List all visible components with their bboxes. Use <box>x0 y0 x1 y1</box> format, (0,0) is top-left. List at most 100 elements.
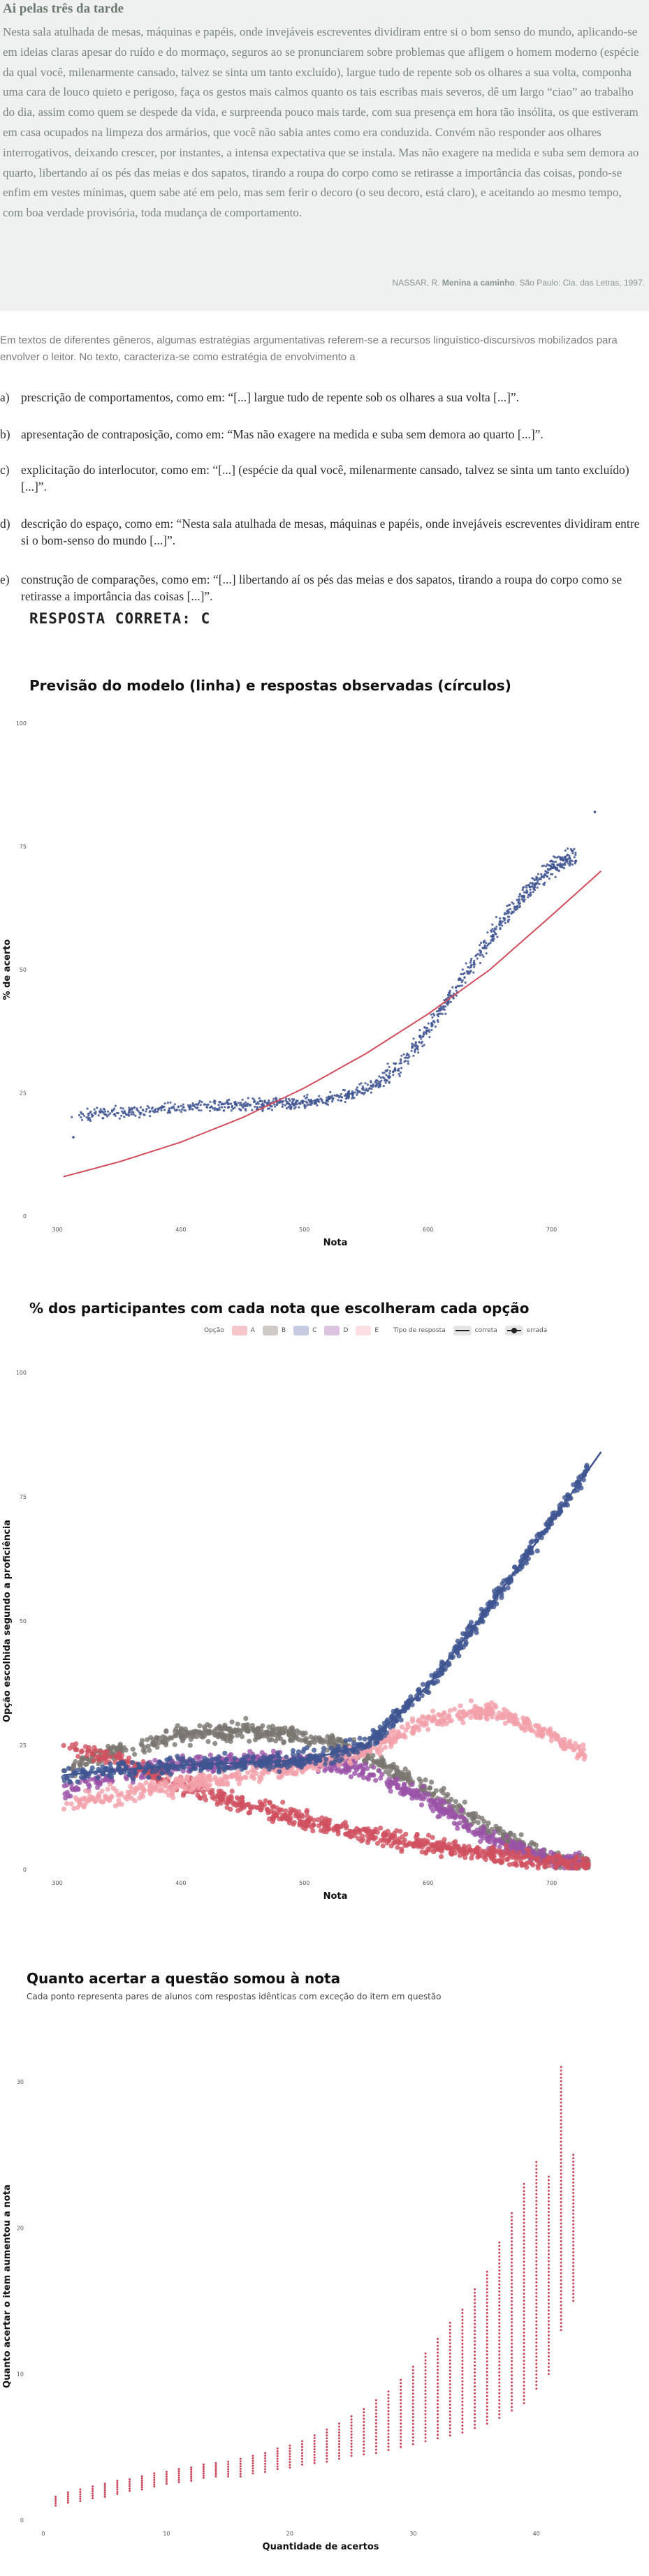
series-a-point <box>279 1816 285 1822</box>
diff-point <box>301 2440 303 2443</box>
series-c-point <box>435 1678 441 1684</box>
text-body: Nesta sala atulhada de mesas, máquinas e… <box>3 25 639 220</box>
observed-point <box>430 1028 433 1032</box>
observed-point <box>189 1104 192 1106</box>
series-a-point <box>86 1745 92 1750</box>
series-e-point <box>105 1786 110 1792</box>
diff-point <box>214 2468 217 2471</box>
y-tick-label: 20 <box>17 2225 24 2231</box>
diff-point <box>411 2409 414 2412</box>
series-c-point <box>213 1756 219 1762</box>
diff-point <box>400 2443 402 2445</box>
observed-point <box>573 856 576 859</box>
observed-point <box>421 1035 424 1038</box>
observed-point <box>455 994 458 997</box>
series-c-point <box>180 1759 185 1765</box>
series-a-point <box>414 1831 420 1837</box>
series-d-point <box>422 1794 428 1800</box>
observed-point <box>407 1053 410 1056</box>
series-c-point <box>524 1548 530 1554</box>
observed-point <box>282 1103 284 1106</box>
diff-point <box>153 2478 156 2481</box>
observed-point <box>275 1097 277 1100</box>
series-a-point <box>263 1798 268 1804</box>
observed-point <box>545 865 548 868</box>
diff-point <box>92 2497 94 2500</box>
observed-point <box>379 1081 381 1083</box>
series-b-point <box>302 1731 308 1736</box>
observed-point <box>440 1005 443 1008</box>
series-c-point <box>557 1506 563 1512</box>
series-b-point <box>440 1790 446 1796</box>
x-tick-label: 700 <box>546 1227 557 1233</box>
diff-point <box>79 2495 82 2498</box>
series-b-point <box>257 1734 263 1740</box>
diff-point <box>350 2455 353 2457</box>
observed-point <box>438 1007 441 1010</box>
series-e-point <box>103 1793 108 1799</box>
series-b-point <box>508 1830 513 1836</box>
series-c-point <box>270 1764 276 1770</box>
series-e-point <box>179 1783 184 1789</box>
series-e-point <box>521 1719 527 1725</box>
observed-point <box>479 954 481 956</box>
series-c-point <box>235 1763 241 1769</box>
series-c-point <box>198 1766 204 1772</box>
observed-point <box>346 1094 349 1097</box>
observed-point <box>306 1104 309 1106</box>
observed-point <box>120 1114 123 1117</box>
observed-point <box>466 972 469 975</box>
diff-point <box>251 2464 254 2467</box>
observed-point <box>163 1109 166 1111</box>
observed-point <box>561 856 564 859</box>
observed-point <box>133 1106 136 1109</box>
observed-point <box>199 1104 202 1106</box>
series-e-point <box>258 1776 264 1782</box>
series-c-point <box>429 1673 435 1678</box>
series-e-point <box>260 1772 265 1777</box>
series-c-point <box>322 1761 328 1767</box>
diff-point <box>153 2485 156 2488</box>
observed-point <box>532 891 534 894</box>
observed-point <box>326 1103 329 1106</box>
observed-point <box>523 891 526 894</box>
series-a-point <box>553 1860 558 1865</box>
observed-point <box>309 1104 312 1106</box>
series-e-point <box>150 1785 156 1791</box>
diff-point <box>338 2425 340 2428</box>
series-c-point <box>290 1752 296 1757</box>
series-c-point <box>370 1728 376 1733</box>
observed-point <box>573 847 576 850</box>
series-e-point <box>162 1781 168 1786</box>
option-letter: b) <box>0 427 10 441</box>
diff-point <box>411 2443 414 2445</box>
series-c-point <box>525 1556 531 1562</box>
diff-point <box>103 2487 106 2489</box>
series-d-point <box>371 1772 377 1778</box>
observed-point <box>472 963 475 966</box>
diff-point <box>165 2478 168 2480</box>
series-c-point <box>156 1775 161 1781</box>
series-a-point <box>274 1812 279 1818</box>
series-c-point <box>339 1756 344 1762</box>
series-c-point <box>492 1594 497 1600</box>
series-d-point <box>460 1814 466 1821</box>
observed-point <box>78 1113 80 1116</box>
series-a-point <box>346 1833 351 1838</box>
diff-point <box>264 2459 267 2462</box>
x-tick-label: 400 <box>175 1227 186 1233</box>
series-c-point <box>282 1762 289 1768</box>
observed-point <box>115 1111 118 1114</box>
observed-point <box>295 1100 298 1103</box>
observed-point <box>428 1036 431 1039</box>
observed-point <box>178 1109 181 1111</box>
observed-point <box>368 1087 371 1090</box>
observed-point <box>468 972 471 975</box>
observed-point <box>452 992 455 995</box>
series-e-point <box>410 1730 416 1735</box>
series-a-point <box>259 1804 265 1810</box>
observed-point <box>485 942 488 945</box>
diff-point <box>387 2406 390 2409</box>
observed-point <box>316 1098 319 1101</box>
series-a-point <box>486 1850 491 1856</box>
